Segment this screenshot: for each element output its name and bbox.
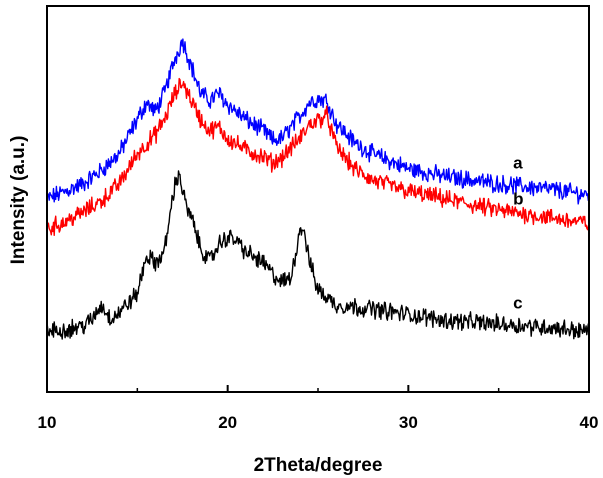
curve-label-b: b [513,190,523,209]
x-tick-label: 20 [218,413,237,432]
x-axis-label: 2Theta/degree [254,455,383,476]
curve-label-a: a [513,154,523,173]
series-line-b [46,77,590,236]
curve-label-c: c [513,294,522,313]
x-ticks-layer: 10 20 30 40 [38,385,599,432]
series-line-a [46,38,590,205]
series-line-c [46,170,590,340]
plot-frame [46,5,590,393]
curves-layer [46,38,590,340]
x-tick-label: 30 [399,413,418,432]
x-tick-label: 40 [580,413,599,432]
x-tick-label: 10 [38,413,57,432]
y-axis-label: Intensity (a.u.) [8,136,29,265]
curve-labels-layer: ab c [513,154,523,313]
